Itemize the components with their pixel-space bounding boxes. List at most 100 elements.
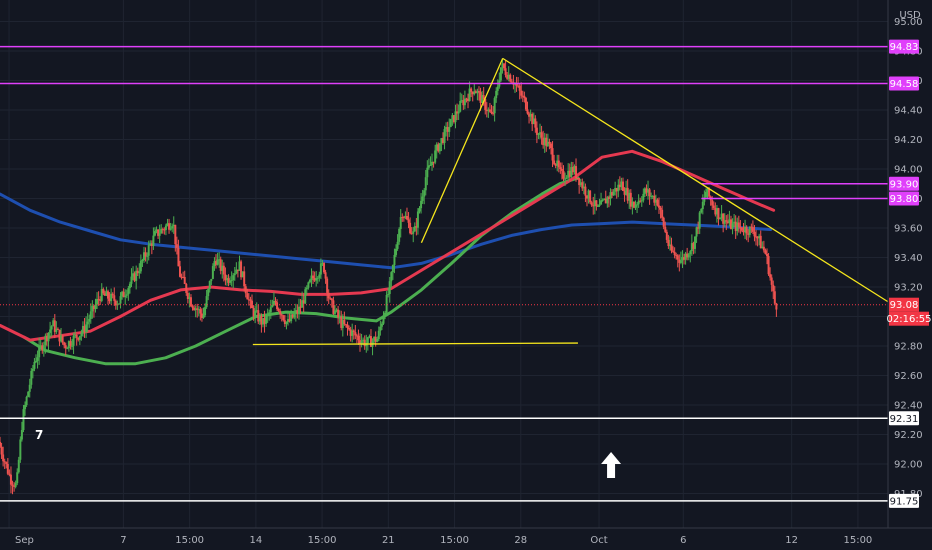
- time-axis[interactable]: Sep 7 15:00 14 15:00 21 15:00 28 Oct 6 12 15:00: [0, 527, 932, 550]
- candle-body: [440, 138, 443, 144]
- price-level-tag: [889, 176, 919, 191]
- candle-body: [157, 229, 160, 236]
- candle-body: [396, 241, 399, 249]
- candle-body: [496, 86, 499, 91]
- candle-body: [318, 274, 321, 278]
- candle-body: [504, 68, 507, 75]
- candle-body: [6, 463, 9, 474]
- candle-body: [573, 166, 576, 173]
- candle-body: [258, 316, 261, 322]
- candle-body: [38, 345, 41, 358]
- candle-body: [283, 320, 286, 325]
- candle-body: [335, 309, 338, 311]
- trend-line: [420, 58, 504, 244]
- candle-body: [539, 132, 542, 134]
- price-level-tag: [889, 39, 919, 54]
- candle-body: [637, 200, 640, 205]
- candle-body: [55, 328, 58, 332]
- candle-body: [191, 306, 194, 308]
- candle-body: [199, 309, 202, 314]
- x-tick-label: 28: [514, 535, 527, 546]
- candle-body: [609, 192, 612, 200]
- candle-body: [88, 318, 91, 322]
- candle-body: [585, 195, 588, 199]
- candle-body: [460, 100, 463, 102]
- x-tick-label: 6: [680, 535, 686, 546]
- candle-body: [576, 177, 579, 179]
- candle-body: [362, 339, 365, 342]
- candle-body: [67, 341, 70, 349]
- price-level-label: 94.83: [890, 42, 919, 53]
- candle-body: [222, 265, 225, 275]
- price-tags: 94.83 94.58 93.90 93.80 92.31 91.75 93.08 02:16…: [887, 39, 931, 508]
- candle-body: [96, 299, 99, 305]
- candle-body: [607, 197, 610, 200]
- candle-body: [636, 204, 639, 206]
- candle-body: [254, 310, 257, 317]
- candle-body: [42, 345, 45, 351]
- candle-body: [227, 278, 230, 283]
- candle-body: [695, 227, 698, 237]
- candle-body: [421, 196, 424, 201]
- candle-body: [468, 88, 471, 102]
- candle-body: [2, 454, 5, 462]
- candle-body: [761, 246, 764, 249]
- candle-body: [268, 312, 271, 314]
- candle-body: [225, 278, 228, 281]
- candle-body: [60, 335, 63, 342]
- candle-body: [224, 274, 227, 281]
- candle-body: [734, 221, 737, 231]
- candle-body: [168, 223, 171, 230]
- candle-body: [543, 137, 546, 146]
- candle-body: [418, 208, 421, 212]
- candle-body: [621, 181, 624, 191]
- candle-body: [526, 109, 529, 114]
- candle-body: [39, 345, 42, 347]
- candle-body: [130, 276, 133, 284]
- candle-body: [546, 141, 549, 147]
- candle-body: [247, 299, 250, 301]
- candle-body: [119, 296, 122, 304]
- price-level-tag: [889, 191, 919, 206]
- candle-body: [277, 308, 280, 311]
- candle-body: [89, 311, 92, 319]
- candle-body: [750, 226, 753, 228]
- candle-body: [452, 115, 455, 123]
- candle-body: [687, 254, 690, 258]
- candle-body: [31, 368, 34, 371]
- candle-body: [385, 294, 388, 313]
- candle-body: [549, 143, 552, 149]
- candle-body: [454, 111, 457, 123]
- x-tick-label: 14: [249, 535, 262, 546]
- candle-body: [579, 182, 582, 186]
- candle-body: [736, 222, 739, 231]
- candle-body: [451, 115, 454, 120]
- candle-body: [255, 310, 258, 312]
- candle-body: [338, 317, 341, 319]
- candle-body: [402, 217, 405, 219]
- candle-body: [80, 333, 83, 336]
- candle-body: [758, 235, 761, 239]
- y-tick-label: 94.00: [894, 165, 923, 176]
- candle-body: [711, 200, 714, 206]
- candle-body: [589, 190, 592, 203]
- candle-body: [521, 95, 524, 97]
- candle-body: [205, 296, 208, 308]
- candle-body: [238, 261, 241, 271]
- candle-body: [349, 329, 352, 336]
- candle-body: [416, 211, 419, 228]
- candle-body: [260, 316, 263, 325]
- candle-body: [261, 318, 264, 325]
- candle-body: [426, 167, 429, 178]
- candle-body: [571, 167, 574, 173]
- candle-body: [139, 260, 142, 272]
- x-tick-label: Sep: [15, 535, 34, 546]
- x-tick-label: 15:00: [843, 535, 872, 546]
- candle-body: [725, 220, 728, 222]
- candle-body: [437, 144, 440, 152]
- candle-body: [152, 235, 155, 246]
- candle-body: [150, 243, 153, 246]
- candle-body: [518, 85, 521, 91]
